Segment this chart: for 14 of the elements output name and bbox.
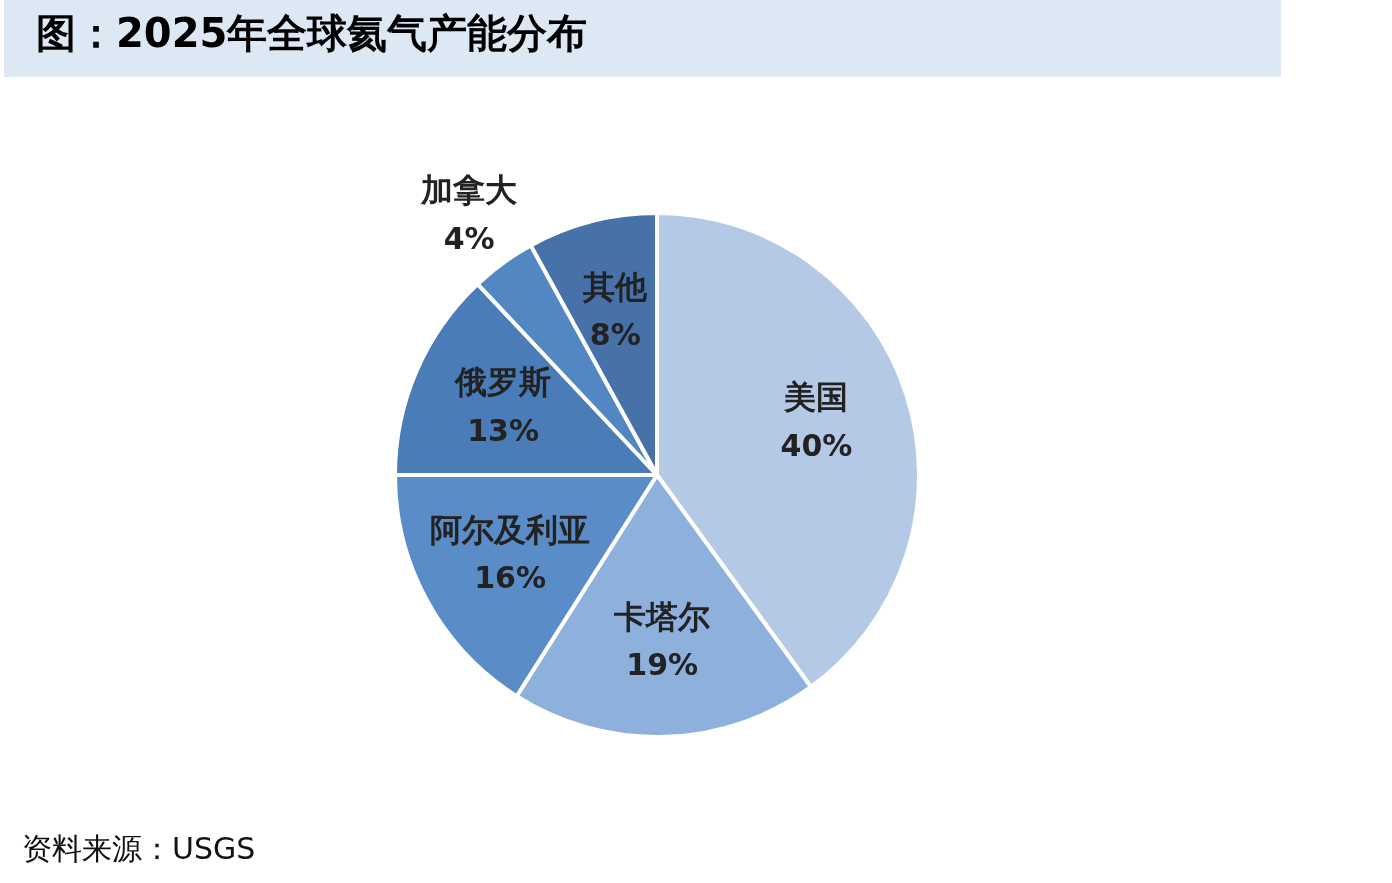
slice-label: 卡塔尔 xyxy=(613,597,711,636)
slice-label: 美国 xyxy=(783,378,849,417)
slice-label: 其他 xyxy=(582,267,649,306)
data-label: 8% xyxy=(589,317,641,353)
data-label: 19% xyxy=(626,647,699,683)
data-label: 40% xyxy=(780,427,853,463)
data-label: 13% xyxy=(467,412,540,448)
slice-label: 俄罗斯 xyxy=(454,363,552,402)
slice-label: 加拿大 xyxy=(420,171,518,210)
data-label: 4% xyxy=(443,220,495,256)
slice-label: 阿尔及利亚 xyxy=(430,510,591,549)
chart-title: 图：2025年全球氦气产能分布 xyxy=(36,10,588,56)
text: 资料来源：USGS xyxy=(22,830,256,866)
data-label: 16% xyxy=(474,560,546,596)
